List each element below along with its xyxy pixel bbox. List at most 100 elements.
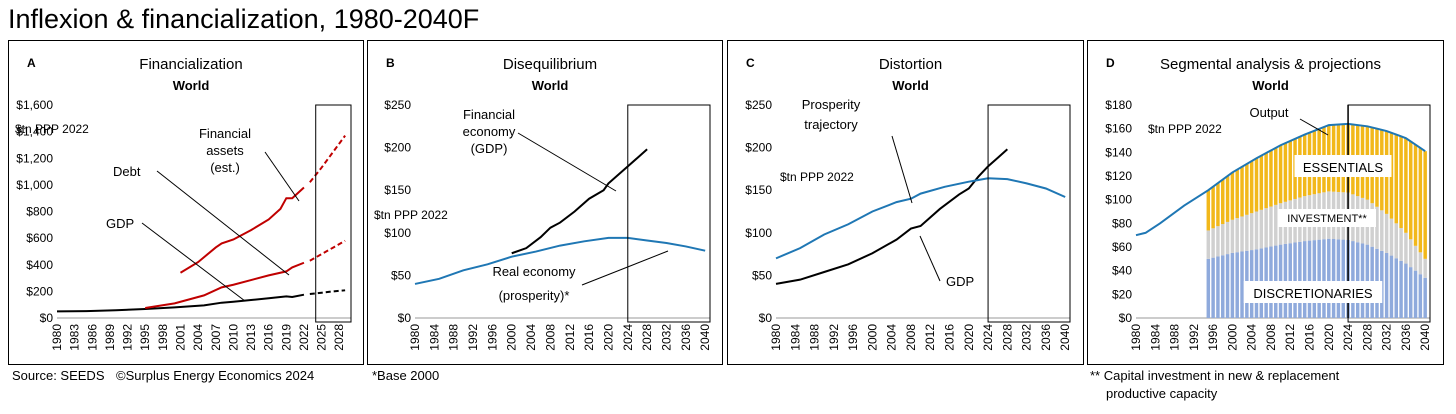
annotation-box bbox=[1278, 209, 1376, 227]
stack-bar-essentials bbox=[1274, 147, 1278, 205]
series-line-2 bbox=[309, 289, 346, 296]
stack-bar-investment bbox=[1394, 223, 1398, 259]
annotation-box bbox=[1294, 155, 1392, 177]
series-line-4 bbox=[309, 239, 346, 262]
x-tick-label: 2016 bbox=[1303, 324, 1317, 351]
chart-c: C Distortion World $0 $50 $100 $150 $200 $250 198… bbox=[745, 56, 1072, 351]
x-tick-label: 2001 bbox=[173, 324, 187, 351]
stack-bar-discretionaries bbox=[1221, 255, 1225, 318]
annotation-label: Prosperity bbox=[802, 97, 861, 112]
x-tick-label: 2036 bbox=[1399, 324, 1413, 351]
y-tick-label: $0 bbox=[398, 311, 412, 325]
y-tick-label: $40 bbox=[1112, 264, 1132, 278]
stack-bar-investment bbox=[1413, 245, 1418, 271]
stack-bar-investment bbox=[1230, 219, 1235, 253]
stack-bar-investment bbox=[1221, 224, 1225, 256]
x-tick-label: 2016 bbox=[943, 324, 957, 351]
chart-title: Financialization bbox=[139, 56, 242, 73]
stack-bar-discretionaries bbox=[1322, 239, 1326, 318]
annotation-label: GDP bbox=[106, 216, 134, 231]
annotation-label: ESSENTIALS bbox=[1303, 160, 1384, 175]
panel-c: C Distortion World $0 $50 $100 $150 $200 $250 198… bbox=[727, 40, 1084, 365]
panel-letter: A bbox=[27, 56, 36, 70]
stack-bar-discretionaries bbox=[1355, 242, 1360, 318]
x-tick-label: 2020 bbox=[1322, 324, 1336, 351]
series-line-2 bbox=[775, 177, 1066, 260]
stack-bar-essentials bbox=[1254, 158, 1259, 212]
stack-bar-investment bbox=[1235, 218, 1239, 253]
x-tick-label: 2036 bbox=[1039, 324, 1053, 351]
annotation-label: trajectory bbox=[804, 117, 858, 132]
x-tick-label: 1996 bbox=[485, 324, 499, 351]
unit-label: $tn PPP 2022 bbox=[374, 208, 448, 222]
x-tick-label: 2000 bbox=[505, 324, 519, 351]
annotation-leader bbox=[517, 132, 617, 192]
stack-bar-discretionaries bbox=[1351, 241, 1355, 318]
x-tick-label: 2024 bbox=[981, 324, 995, 351]
y-tick-label: $120 bbox=[1105, 169, 1132, 183]
annotation-label: Financial bbox=[199, 126, 251, 141]
stack-bar-essentials bbox=[1230, 172, 1235, 220]
stack-bar-essentials bbox=[1394, 134, 1398, 224]
stack-bar-investment bbox=[1375, 206, 1379, 249]
y-tick-label: $140 bbox=[1105, 145, 1132, 159]
x-tick-label: 2036 bbox=[679, 324, 693, 351]
x-tick-label: 1992 bbox=[121, 324, 135, 351]
x-tick-label: 1998 bbox=[156, 324, 170, 351]
chart-subtitle: World bbox=[892, 78, 929, 93]
annotation-label: economy bbox=[463, 124, 516, 139]
x-tick-label: 2004 bbox=[885, 324, 899, 351]
annotation-label: DISCRETIONARIES bbox=[1253, 286, 1373, 301]
series-line-1 bbox=[775, 148, 1009, 285]
stack-bar-discretionaries bbox=[1331, 239, 1336, 318]
y-tick-label: $200 bbox=[745, 141, 772, 155]
stack-bar-investment bbox=[1274, 204, 1278, 246]
x-tick-label: 2004 bbox=[1245, 324, 1259, 351]
stack-bar-investment bbox=[1259, 209, 1264, 249]
annotation-leader bbox=[264, 151, 300, 202]
stack-bar-investment bbox=[1269, 206, 1273, 247]
y-tick-label: $80 bbox=[1112, 216, 1132, 230]
stack-bar-discretionaries bbox=[1384, 252, 1389, 318]
x-tick-label: 2040 bbox=[1418, 324, 1432, 351]
stack-bar-essentials bbox=[1240, 166, 1244, 217]
stack-bar-investment bbox=[1240, 216, 1244, 252]
stack-bar-discretionaries bbox=[1206, 258, 1211, 318]
y-tick-label: $1,000 bbox=[16, 178, 53, 192]
y-tick-label: $0 bbox=[759, 311, 773, 325]
x-tick-label: 2000 bbox=[865, 324, 879, 351]
copyright-note: ©Surplus Energy Economics 2024 bbox=[116, 368, 315, 383]
stack-bar-discretionaries bbox=[1235, 252, 1239, 318]
stack-bar-investment bbox=[1264, 208, 1268, 248]
y-tick-label: $0 bbox=[1119, 311, 1133, 325]
stack-bar-investment bbox=[1211, 228, 1215, 258]
stack-bar-discretionaries bbox=[1389, 255, 1394, 318]
output-line bbox=[1135, 122, 1426, 237]
stack-bar-discretionaries bbox=[1211, 257, 1215, 318]
stack-bar-discretionaries bbox=[1408, 267, 1413, 318]
chart-d: D Segmental analysis & projections World $0… bbox=[1105, 56, 1432, 351]
stack-bar-investment bbox=[1249, 213, 1254, 251]
stack-bar-investment bbox=[1216, 226, 1220, 257]
stack-bar-investment bbox=[1399, 228, 1403, 261]
x-tick-label: 2024 bbox=[1341, 324, 1355, 351]
annotation-leader bbox=[156, 170, 290, 276]
x-tick-label: 2008 bbox=[904, 324, 918, 351]
annotation-leader bbox=[1299, 118, 1329, 136]
stack-bar-discretionaries bbox=[1423, 277, 1427, 318]
x-tick-label: 2019 bbox=[279, 324, 293, 351]
stack-bar-essentials bbox=[1408, 141, 1413, 240]
annotation-label: (GDP) bbox=[471, 141, 508, 156]
stack-bar-essentials bbox=[1264, 153, 1268, 209]
x-tick-label: 1980 bbox=[50, 324, 64, 351]
panel-letter: B bbox=[386, 56, 395, 70]
stack-bar-essentials bbox=[1221, 179, 1225, 225]
stack-bar-essentials bbox=[1249, 161, 1254, 214]
annotation-label: GDP bbox=[946, 274, 974, 289]
x-tick-label: 2032 bbox=[1020, 324, 1034, 351]
unit-label: $tn PPP 2022 bbox=[780, 170, 854, 184]
x-tick-label: 1984 bbox=[788, 324, 802, 351]
x-tick-label: 2024 bbox=[621, 324, 635, 351]
stack-bar-essentials bbox=[1245, 163, 1249, 215]
capex-note-cont: productive capacity bbox=[1106, 386, 1218, 401]
